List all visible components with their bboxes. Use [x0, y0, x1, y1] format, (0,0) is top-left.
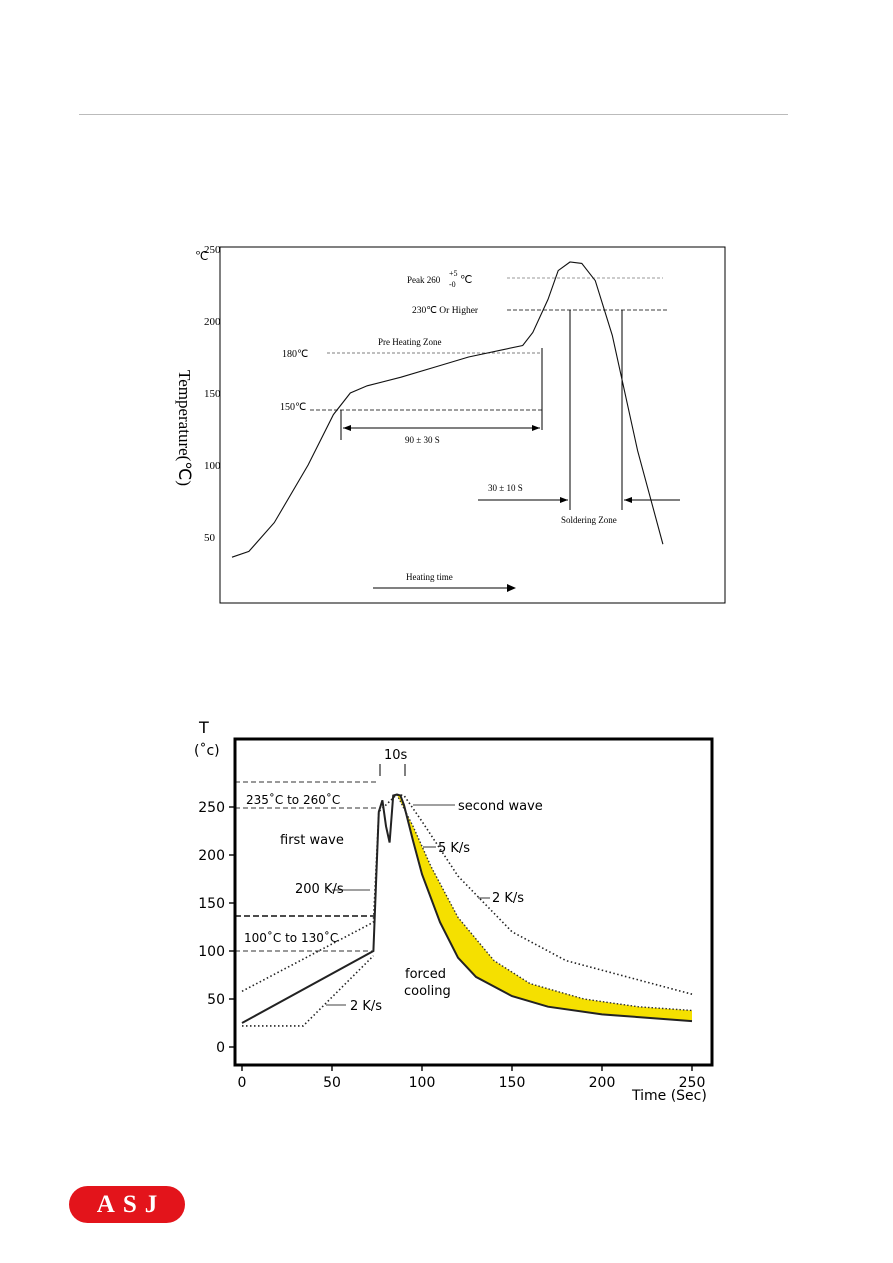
- forced-label: forced: [405, 967, 446, 982]
- x-tick-label: 50: [323, 1075, 341, 1091]
- peak-plus-label: +5: [449, 269, 458, 278]
- series-2ks-lower: [242, 955, 374, 1027]
- peak-minus-label: -0: [449, 280, 456, 289]
- y-unit-label: ℃: [195, 249, 208, 263]
- y-tick-label: 250: [198, 800, 225, 816]
- y-tick-label: 150: [198, 896, 225, 912]
- two-ks-upper-label: 2 K/s: [492, 891, 524, 906]
- preheat-time-label: 90 ± 30 S: [405, 435, 440, 445]
- peak-unit-label: ℃: [460, 274, 472, 286]
- y-tick-label: 0: [216, 1040, 225, 1056]
- ten-sec-label: 10s: [384, 748, 408, 763]
- y-tick-label: 200: [204, 316, 221, 328]
- cooling-band-5ks: [396, 794, 692, 1022]
- plot-frame: [219, 246, 726, 604]
- x-tick-label: 250: [679, 1075, 706, 1091]
- preheat-arrowhead-right: [532, 425, 540, 431]
- soldering-zone-label: Soldering Zone: [561, 515, 617, 525]
- peak-label: Peak 260: [407, 275, 441, 285]
- reflow-profile-chart: ℃ 250 200 150 100 50 Temperature(℃) Peak 260…: [175, 244, 726, 604]
- y-axis-title: Temperature(℃): [175, 370, 194, 486]
- header-divider: [79, 114, 788, 115]
- second-wave-label: second wave: [458, 799, 543, 814]
- x-axis-label: Heating time: [406, 572, 453, 582]
- series-solid: [241, 793, 693, 1024]
- y-tick-label: 200: [198, 848, 225, 864]
- wave-soldering-chart: T (˚c) 0 50 100 150 200 250 0 50 100 150 200 250 10…: [194, 718, 714, 1104]
- five-ks-label: 5 K/s: [438, 841, 470, 856]
- y-tick-label: 50: [207, 992, 225, 1008]
- y-tick-label: 100: [204, 460, 221, 472]
- plot-frame: [233, 737, 714, 1067]
- preheat-range-label: 100˚C to 130˚C: [244, 930, 338, 945]
- two-hundred-ks-label: 200 K/s: [295, 882, 344, 897]
- solder-arrowhead-left: [560, 497, 568, 503]
- solder-time-label: 30 ± 10 S: [488, 483, 523, 493]
- series-5ks-edge: [396, 794, 693, 1012]
- 180-label: 180℃: [282, 349, 308, 360]
- y-tick-label: 250: [204, 244, 221, 256]
- axis-ticks: 0 50 100 150 200 250 0 50 100 150 200 250: [198, 800, 705, 1091]
- x-tick-label: 100: [409, 1075, 436, 1091]
- y-tick-label: 50: [204, 532, 216, 544]
- 230-label: 230℃ Or Higher: [412, 306, 479, 316]
- y-ticks: 250 200 150 100 50: [204, 244, 221, 544]
- y-tick-label: 100: [198, 944, 225, 960]
- cooling-label: cooling: [404, 984, 451, 999]
- x-tick-label: 150: [499, 1075, 526, 1091]
- x-tick-label: 0: [238, 1075, 247, 1091]
- first-wave-label: first wave: [280, 833, 344, 848]
- x-axis-label: Time (Sec): [631, 1088, 707, 1104]
- guide-lines: [235, 781, 378, 952]
- 150-label-text: 150℃: [280, 402, 306, 413]
- heating-time-arrowhead: [507, 584, 516, 592]
- solder-arrowhead-right: [624, 497, 632, 503]
- peak-range-label: 235˚C to 260˚C: [246, 792, 340, 807]
- preheat-arrowhead-left: [343, 425, 351, 431]
- y-axis-title: T: [198, 718, 209, 737]
- reflow-series-line: [231, 261, 664, 558]
- preheat-zone-label: Pre Heating Zone: [378, 337, 441, 347]
- y-axis-unit: (˚c): [194, 742, 220, 759]
- asj-logo: ASJ: [69, 1186, 185, 1223]
- x-tick-label: 200: [589, 1075, 616, 1091]
- logo-text: ASJ: [96, 1190, 166, 1218]
- y-tick-label: 150: [204, 388, 221, 400]
- two-ks-lower-label: 2 K/s: [350, 999, 382, 1014]
